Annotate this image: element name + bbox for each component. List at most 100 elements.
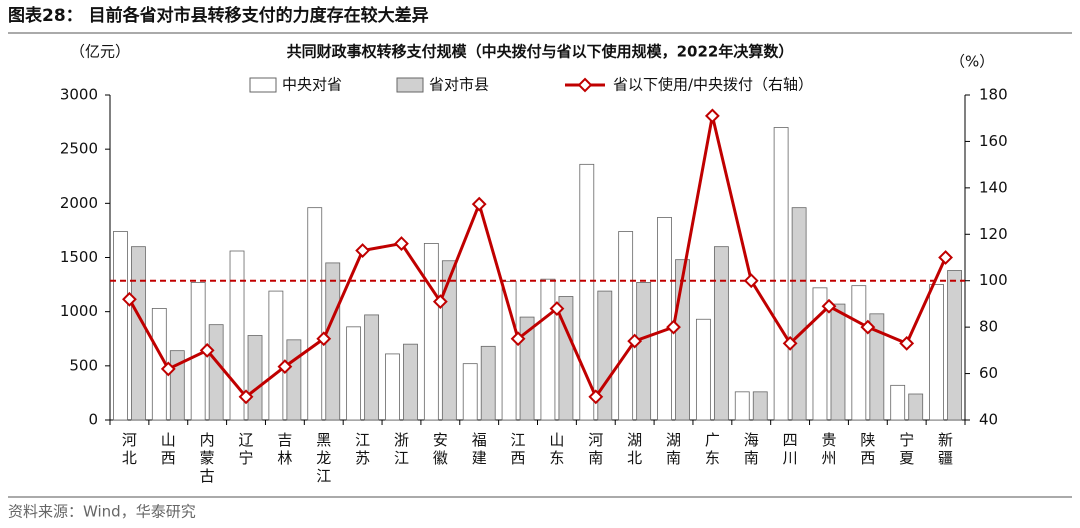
point <box>510 331 526 347</box>
y2-tick-label: 180 <box>979 86 1008 104</box>
point <box>122 291 137 307</box>
point <box>471 196 487 212</box>
x-tick-label: 辽宁 <box>239 431 254 467</box>
bar <box>346 326 362 421</box>
bar <box>131 246 146 421</box>
bar <box>307 207 323 421</box>
y-tick-label: 3000 <box>60 86 98 104</box>
y2-tick-label: 80 <box>979 318 998 336</box>
legend-swatch <box>249 77 277 93</box>
y-tick-label: 500 <box>69 356 98 374</box>
x-tick-label: 湖南 <box>666 431 681 467</box>
bar <box>752 391 768 421</box>
bar <box>657 217 672 421</box>
y2-tick-label: 60 <box>979 364 998 382</box>
x-tick-label: 新疆 <box>938 431 953 467</box>
bar <box>286 339 302 421</box>
point <box>704 108 720 124</box>
point <box>821 298 837 314</box>
x-tick-label: 四川 <box>783 431 798 467</box>
bar <box>558 296 574 421</box>
point <box>355 243 371 258</box>
bar <box>618 231 634 421</box>
x-tick-label: 湖北 <box>627 431 642 467</box>
bar <box>597 290 613 421</box>
bar <box>734 391 750 421</box>
point <box>238 389 254 405</box>
point <box>160 361 176 377</box>
bar <box>519 316 535 421</box>
point <box>938 250 953 265</box>
y-tick-label: 1000 <box>60 302 98 320</box>
bar <box>908 393 924 421</box>
legend-label: 省以下使用/中央拨付（右轴） <box>613 76 813 94</box>
chart-title: 共同财政事权转移支付规模（中央拨付与省以下使用规模，2022年决算数） <box>287 43 794 61</box>
y2-tick-label: 100 <box>979 271 1008 289</box>
x-tick-label: 广东 <box>705 431 720 467</box>
x-tick-label: 山东 <box>549 431 564 467</box>
point <box>394 236 409 251</box>
bar <box>113 231 128 421</box>
bar <box>385 353 400 421</box>
bar <box>364 314 380 421</box>
y2-tick-label: 40 <box>979 411 998 429</box>
x-tick-label: 吉林 <box>277 431 292 467</box>
x-tick-label: 海南 <box>744 431 759 467</box>
x-tick-label: 陕西 <box>860 431 875 467</box>
bar <box>713 246 729 421</box>
x-tick-label: 江西 <box>511 431 526 467</box>
y-tick-label: 2500 <box>60 140 98 158</box>
bar <box>540 278 556 421</box>
bar <box>403 343 418 421</box>
legend-marker <box>577 77 593 93</box>
legend-swatch <box>396 77 424 93</box>
point <box>549 301 565 316</box>
point <box>860 319 876 335</box>
bar <box>501 280 517 421</box>
bar <box>869 313 885 421</box>
bar <box>830 303 846 421</box>
point <box>432 294 448 310</box>
x-tick-label: 山西 <box>161 431 176 467</box>
bar <box>791 207 807 421</box>
point <box>782 335 798 351</box>
bar <box>480 345 496 421</box>
y2-tick-label: 160 <box>979 132 1008 150</box>
bar <box>929 284 944 421</box>
bar <box>441 260 457 421</box>
legend-label: 中央对省 <box>282 76 342 94</box>
point <box>199 342 215 358</box>
line <box>128 115 947 400</box>
point <box>277 359 293 375</box>
y-tick-label: 1500 <box>60 248 98 266</box>
x-tick-label: 河南 <box>588 431 603 467</box>
y2-tick-label: 120 <box>979 225 1008 243</box>
bar <box>947 270 962 421</box>
bar <box>851 285 867 421</box>
source: 资料来源：Wind，华泰研究 <box>8 503 196 521</box>
page-title: 图表28： 目前各省对市县转移支付的力度存在较大差异 <box>8 5 429 26</box>
bar <box>229 250 245 421</box>
y-axis-label: （亿元） <box>70 43 130 61</box>
x-tick-label: 宁夏 <box>899 431 914 467</box>
bar <box>462 363 478 421</box>
bar <box>773 127 789 421</box>
point <box>627 333 643 349</box>
point <box>743 273 759 289</box>
bar <box>247 335 263 421</box>
x-tick-label: 黑龙江 <box>316 431 331 485</box>
point <box>316 331 332 347</box>
x-tick-label: 贵州 <box>821 431 836 467</box>
bar <box>636 282 652 421</box>
y2-axis-label: （%） <box>950 53 994 71</box>
x-tick-label: 福建 <box>472 431 487 467</box>
x-tick-label: 内蒙古 <box>200 431 215 485</box>
x-tick-label: 河北 <box>122 431 137 467</box>
bar <box>579 163 595 421</box>
point <box>666 319 681 335</box>
x-tick-label: 安徽 <box>433 431 448 467</box>
y-tick-label: 2000 <box>60 194 98 212</box>
x-tick-label: 浙江 <box>394 431 409 467</box>
x-tick-label: 江苏 <box>355 431 370 467</box>
